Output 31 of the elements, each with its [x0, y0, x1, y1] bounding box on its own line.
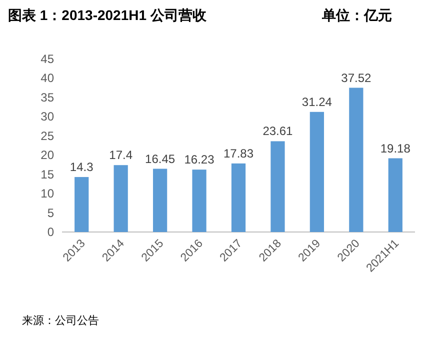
bar	[152, 168, 168, 232]
data-label: 23.61	[262, 124, 294, 138]
chart-subtitle: 单位：亿元	[321, 7, 392, 23]
y-tick-label: 40	[40, 71, 54, 86]
y-tick-label: 20	[40, 148, 54, 162]
y-tick-label: 30	[40, 110, 54, 124]
y-tick-label: 25	[40, 128, 54, 143]
bar	[74, 177, 89, 232]
data-label: 16.23	[184, 152, 215, 167]
bar	[388, 158, 402, 232]
y-tick-label: 15	[40, 167, 54, 182]
data-label: 37.52	[341, 70, 372, 85]
bar	[270, 141, 285, 232]
data-label: 17.4	[109, 148, 133, 162]
y-tick-label: 5	[47, 206, 54, 220]
y-tick-label: 0	[47, 225, 54, 239]
data-label: 17.83	[223, 146, 254, 160]
source-note: 来源：公司公告	[22, 314, 99, 327]
data-label: 19.18	[380, 141, 411, 156]
data-label: 14.3	[70, 160, 94, 174]
bar	[310, 112, 324, 232]
chart-title: 图表 1：2013-2021H1 公司营收	[8, 7, 208, 23]
bar	[114, 165, 128, 232]
data-label: 16.45	[145, 152, 176, 166]
y-tick-label: 45	[40, 52, 54, 66]
y-tick-label: 10	[40, 186, 54, 201]
bar	[231, 163, 246, 232]
y-tick-label: 35	[40, 90, 54, 104]
data-label: 31.24	[302, 94, 332, 109]
bar	[349, 88, 364, 232]
bar	[192, 170, 206, 232]
